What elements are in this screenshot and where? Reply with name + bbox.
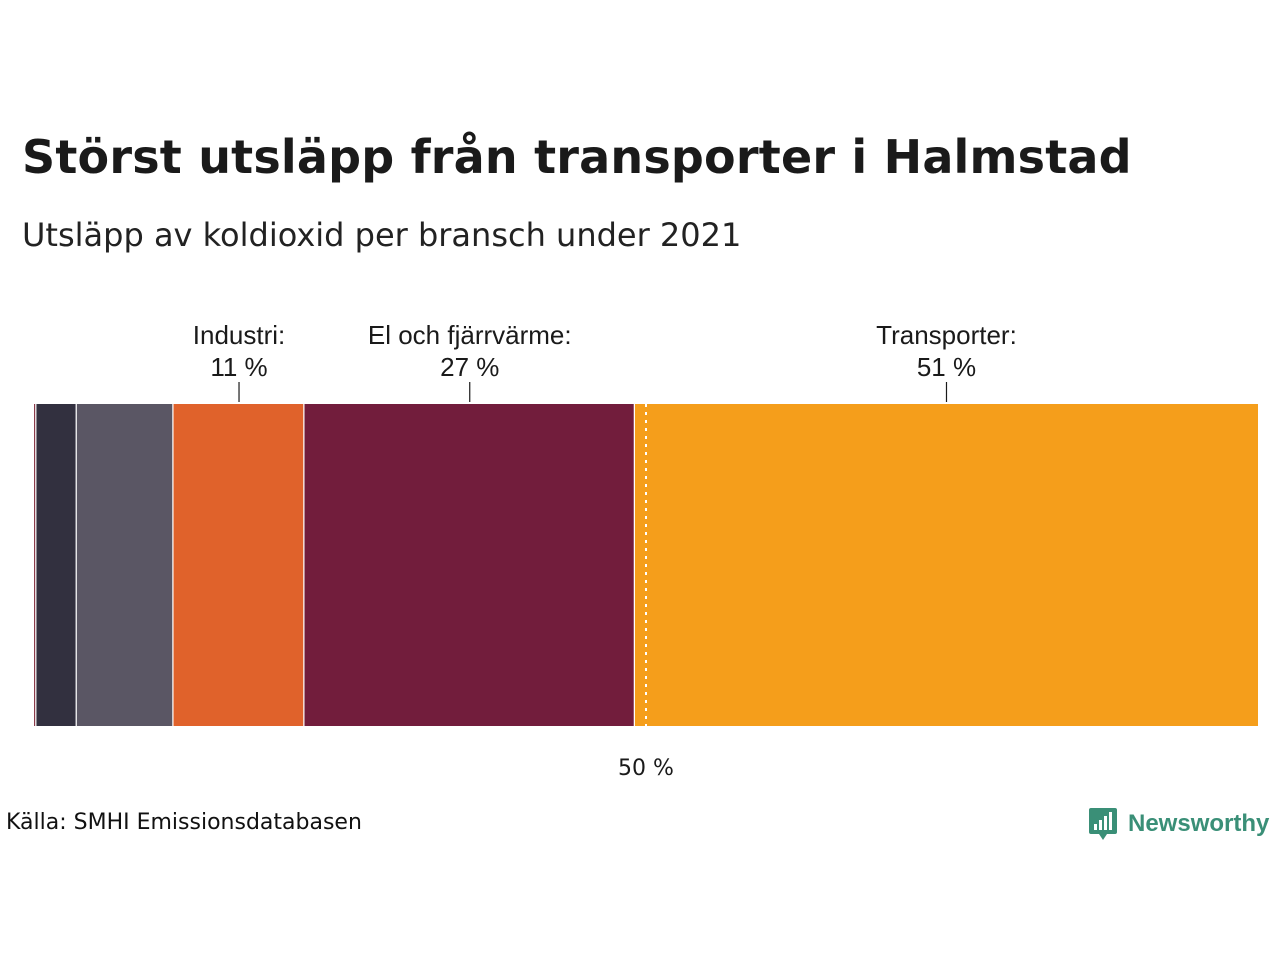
newsworthy-logo-icon (1089, 808, 1117, 840)
brand-name: Newsworthy (1128, 810, 1270, 837)
chart-subtitle: Utsläpp av koldioxid per bransch under 2… (22, 216, 742, 254)
reference-line-group: 50 % (618, 404, 674, 781)
brand-logo: Newsworthy (1088, 804, 1269, 844)
segment-label-5: Transporter: (876, 320, 1017, 350)
segment-label-3: Industri: (193, 320, 286, 350)
bar-segment-3 (173, 404, 305, 726)
bar-segment-4 (304, 404, 635, 726)
bar-segments (34, 404, 1258, 726)
bar-segment-2 (76, 404, 174, 726)
segment-label-4: El och fjärrvärme: (368, 320, 572, 350)
segment-value-label-3: 11 % (210, 352, 267, 382)
stacked-bar-chart: Industri:11 % El och fjärrvärme:27 % Trans… (34, 320, 1258, 781)
bar-segment-1 (36, 404, 77, 726)
bar-segment-5 (634, 404, 1258, 726)
segment-value-label-4: 27 % (440, 352, 499, 382)
reference-line-label: 50 % (618, 756, 674, 781)
segment-value-label-5: 51 % (917, 352, 976, 382)
segment-labels: Industri:11 % El och fjärrvärme:27 % Trans… (193, 320, 1017, 402)
source-note: Källa: SMHI Emissionsdatabasen (6, 810, 362, 835)
chart-title: Störst utsläpp från transporter i Halmst… (22, 130, 1132, 184)
